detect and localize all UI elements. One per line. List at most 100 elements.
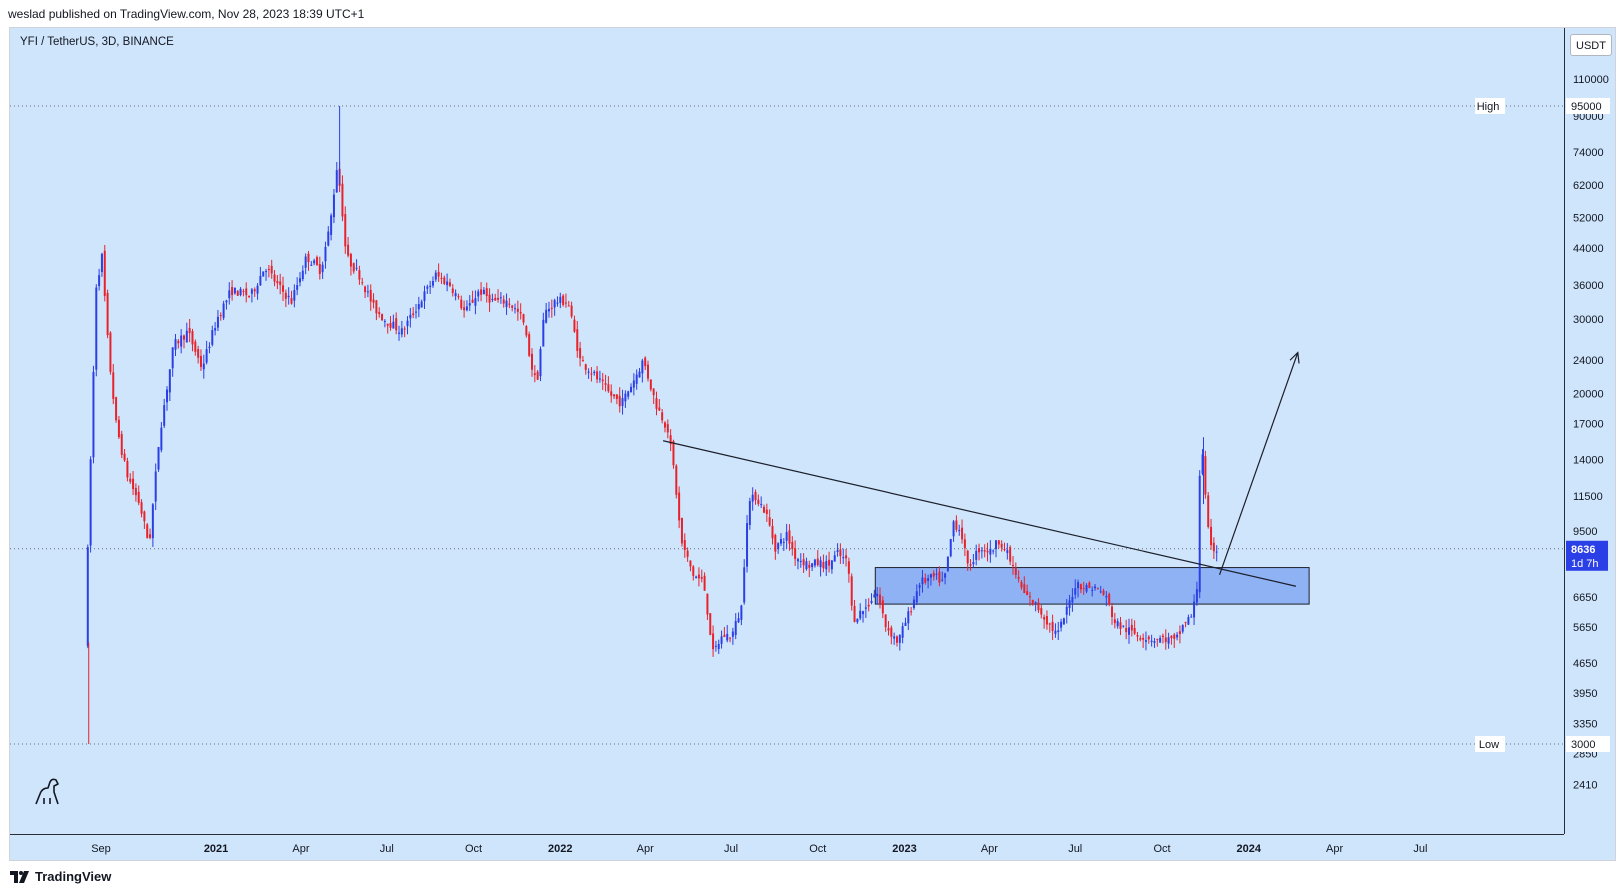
price-tick: 24000: [1573, 355, 1604, 367]
candle-body: [284, 292, 287, 299]
candle-body: [630, 386, 633, 393]
price-axis[interactable]: 1100009000074000620005200044000360003000…: [1564, 28, 1617, 834]
publisher-line: weslad published on TradingView.com, Nov…: [8, 7, 365, 21]
candle-body: [980, 550, 983, 552]
candle-body: [103, 250, 106, 297]
candle-body: [881, 600, 884, 614]
candle-body: [604, 383, 607, 385]
dino-watermark-icon: [35, 778, 59, 805]
candle-body: [92, 371, 95, 458]
candle-body: [949, 539, 952, 557]
candle-body: [270, 265, 273, 274]
candle-body: [717, 643, 720, 650]
candle-body: [154, 471, 157, 502]
candle-body: [497, 297, 500, 300]
candle-body: [375, 300, 378, 314]
candle-body: [822, 561, 825, 569]
candle-body: [907, 611, 910, 624]
candle-body: [313, 260, 316, 264]
candle-body: [216, 316, 219, 328]
candle-body: [644, 357, 647, 367]
candle-body: [627, 391, 630, 397]
candle-body: [146, 524, 149, 538]
candle-body: [1102, 590, 1105, 595]
candle-body: [480, 289, 483, 295]
candle-body: [678, 492, 681, 521]
candle-body: [958, 530, 961, 532]
candle-body: [443, 277, 446, 284]
candle-body: [901, 626, 904, 638]
candle-body: [494, 297, 497, 301]
candle-body: [1094, 586, 1097, 589]
candle-body: [1028, 596, 1031, 598]
candle-body: [1037, 602, 1040, 611]
candle-body: [946, 556, 949, 571]
candle-body: [250, 289, 253, 294]
candle-body: [233, 287, 236, 294]
price-tick: 9500: [1573, 526, 1597, 538]
time-tick: Apr: [637, 843, 654, 855]
symbol-title[interactable]: YFI / TetherUS, 3D, BINANCE: [20, 36, 174, 48]
candle-body: [731, 631, 734, 637]
candle-body: [491, 298, 494, 301]
candle-body: [1113, 619, 1116, 624]
candle-body: [961, 527, 964, 540]
candle-body: [140, 502, 143, 514]
chart-pane[interactable]: High Low: [10, 28, 1564, 834]
candle-body: [562, 295, 565, 305]
footer-brand[interactable]: TradingView: [10, 869, 111, 884]
last-price-box: [1566, 540, 1608, 571]
currency-button[interactable]: USDT: [1570, 34, 1612, 56]
candle-body: [386, 323, 389, 326]
candle-body: [966, 550, 969, 564]
candle-body: [335, 170, 338, 193]
candle-body: [898, 635, 901, 643]
candle-body: [932, 572, 935, 577]
candle-body: [304, 256, 307, 268]
candle-body: [364, 286, 367, 293]
candle-body: [355, 267, 358, 269]
candle-body: [115, 397, 118, 421]
candle-body: [160, 427, 163, 451]
time-axis[interactable]: Sep 2021 Apr Jul Oct 2022 Apr Jul Oct 2023 Apr Jul O…: [10, 834, 1564, 862]
price-tick: 14000: [1573, 455, 1604, 467]
candle-body: [414, 311, 417, 313]
candle-body: [983, 550, 986, 552]
candle-body: [811, 563, 814, 568]
countdown-text: 1d 7h: [1571, 558, 1599, 570]
candle-body: [1048, 623, 1051, 625]
candle-body: [245, 288, 248, 296]
price-tick: 36000: [1573, 280, 1604, 292]
candle-body: [403, 328, 406, 330]
candle-body: [398, 332, 401, 334]
candle-body: [935, 573, 938, 575]
candle-body: [737, 618, 740, 623]
price-tick: 5650: [1573, 622, 1597, 634]
candle-body: [675, 465, 678, 495]
candle-body: [231, 287, 234, 296]
price-tick: 44000: [1573, 243, 1604, 255]
candle-body: [149, 534, 152, 538]
candle-body: [1034, 602, 1037, 604]
candle-body: [771, 525, 774, 539]
target-arrow-head: [1289, 351, 1300, 364]
candle-body: [409, 314, 412, 319]
candle-body: [853, 605, 856, 622]
candle-body: [567, 305, 570, 307]
candle-body: [157, 447, 160, 470]
candle-body: [915, 591, 918, 603]
candle-body: [1014, 567, 1017, 575]
low-price-text: 3000: [1571, 739, 1595, 751]
candle-body: [969, 564, 972, 566]
candle-body: [1153, 641, 1156, 643]
candle-body: [955, 520, 958, 530]
candle-body: [279, 281, 282, 285]
candle-body: [267, 268, 270, 270]
time-tick: Jul: [1413, 843, 1427, 855]
candle-body: [287, 295, 290, 298]
candle-body: [1011, 565, 1014, 567]
candle-body: [1077, 582, 1080, 589]
candle-body: [952, 521, 955, 537]
candle-body: [763, 506, 766, 513]
price-tick: 74000: [1573, 147, 1604, 159]
